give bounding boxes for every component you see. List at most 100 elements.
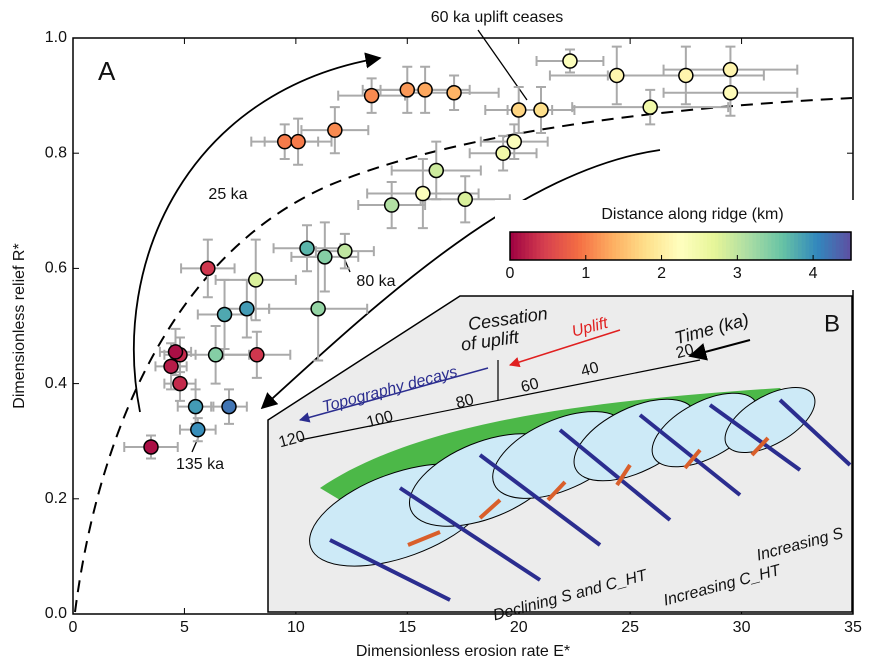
point	[327, 122, 343, 138]
colorbar-swatch	[612, 232, 617, 260]
time-label: 100	[365, 408, 395, 431]
colorbar-swatch	[691, 232, 697, 260]
point	[533, 102, 549, 118]
colorbar-swatch	[786, 232, 791, 260]
colorbar-swatch	[843, 232, 848, 260]
arrow-curve	[260, 149, 661, 410]
colorbar-swatch	[733, 232, 738, 260]
colorbar-swatch	[608, 232, 613, 260]
panel-label: A	[98, 56, 116, 86]
point	[457, 191, 473, 208]
colorbar-swatch	[714, 232, 719, 260]
point	[207, 347, 224, 363]
colorbar-swatch	[676, 232, 682, 260]
colorbar-swatch	[680, 232, 685, 260]
time-label: 40	[579, 359, 601, 380]
x-tick-label: 20	[510, 619, 528, 636]
colorbar-swatch	[513, 232, 519, 260]
time-arrow	[688, 339, 751, 361]
point	[216, 306, 233, 323]
point	[200, 260, 216, 277]
hillslope	[724, 386, 816, 454]
annotation: 135 ka	[176, 456, 224, 473]
colorbar-tick-label: 3	[733, 265, 742, 282]
point	[428, 162, 445, 179]
colorbar-swatch	[665, 232, 670, 260]
time-label: 20	[674, 341, 696, 362]
point	[172, 375, 188, 392]
colorbar-swatch	[589, 232, 594, 260]
colorbar-swatch	[650, 232, 655, 260]
colorbar-swatch	[744, 232, 750, 260]
inset-label: B	[824, 310, 840, 337]
colorbar-swatch	[722, 232, 727, 260]
colorbar-swatch	[839, 232, 845, 260]
point	[337, 243, 353, 259]
colorbar-label: Distance along ridge (km)	[601, 206, 783, 223]
point	[143, 439, 159, 455]
point	[290, 133, 306, 150]
point	[167, 344, 184, 360]
point	[249, 347, 265, 363]
y-tick-label: 0.8	[45, 144, 67, 161]
channel	[329, 538, 451, 602]
colorbar-swatch	[661, 232, 666, 260]
colorbar-swatch	[563, 232, 568, 260]
point	[510, 102, 527, 118]
ridge-uplift	[683, 448, 702, 470]
colorbar-frame	[509, 231, 852, 261]
colorbar-swatch	[741, 232, 746, 260]
plot-frame	[72, 37, 854, 615]
x-axis-label: Dimensionless erosion rate E*	[356, 643, 570, 660]
colorbar-swatch	[597, 232, 602, 260]
colorbar-swatch	[559, 232, 564, 260]
colorbar-swatch	[528, 232, 534, 260]
colorbar-swatch	[756, 232, 761, 260]
colorbar-tick-label: 4	[809, 265, 818, 282]
point	[190, 421, 206, 438]
colorbar-swatch	[729, 232, 735, 260]
colorbar-swatch	[832, 232, 837, 260]
arrow-curve	[133, 52, 382, 413]
colorbar-swatch	[684, 232, 689, 260]
colorbar-swatch	[816, 232, 822, 260]
colorbar-swatch	[547, 232, 553, 260]
colorbar-swatch	[551, 232, 557, 260]
colorbar-swatch	[718, 232, 723, 260]
colorbar-swatch	[570, 232, 576, 260]
colorbar-swatch	[627, 232, 632, 260]
colorbar-swatch	[752, 232, 757, 260]
ridge-uplift	[750, 436, 770, 457]
colorbar-swatch	[790, 232, 795, 260]
colorbar-swatch	[782, 232, 788, 260]
annotation: 60 ka uplift ceases	[431, 9, 564, 26]
colorbar-swatch	[593, 232, 598, 260]
x-tick-label: 0	[69, 619, 78, 636]
colorbar-swatch	[574, 232, 579, 260]
point	[506, 133, 523, 150]
colorbar-swatch	[794, 232, 799, 260]
y-tick-label: 0.0	[45, 605, 67, 622]
point	[247, 272, 264, 288]
channel	[478, 453, 602, 547]
colorbar-swatch	[600, 232, 606, 260]
annotation: 80 ka	[356, 273, 395, 290]
colorbar-swatch	[566, 232, 572, 260]
x-tick-label: 35	[844, 619, 862, 636]
x-tick-label: 15	[398, 619, 416, 636]
colorbar-swatch	[760, 232, 765, 260]
point	[722, 61, 739, 78]
channel	[558, 428, 672, 522]
colorbar-swatch	[699, 232, 704, 260]
point	[310, 300, 326, 317]
time-label: 60	[519, 375, 541, 396]
channel	[638, 413, 742, 497]
colorbar-swatch	[619, 232, 625, 260]
colorbar-tick-label: 0	[506, 265, 515, 282]
point	[446, 84, 462, 101]
channel	[778, 398, 852, 467]
colorbar-swatch	[801, 232, 807, 260]
point	[317, 249, 333, 265]
point	[221, 398, 237, 415]
